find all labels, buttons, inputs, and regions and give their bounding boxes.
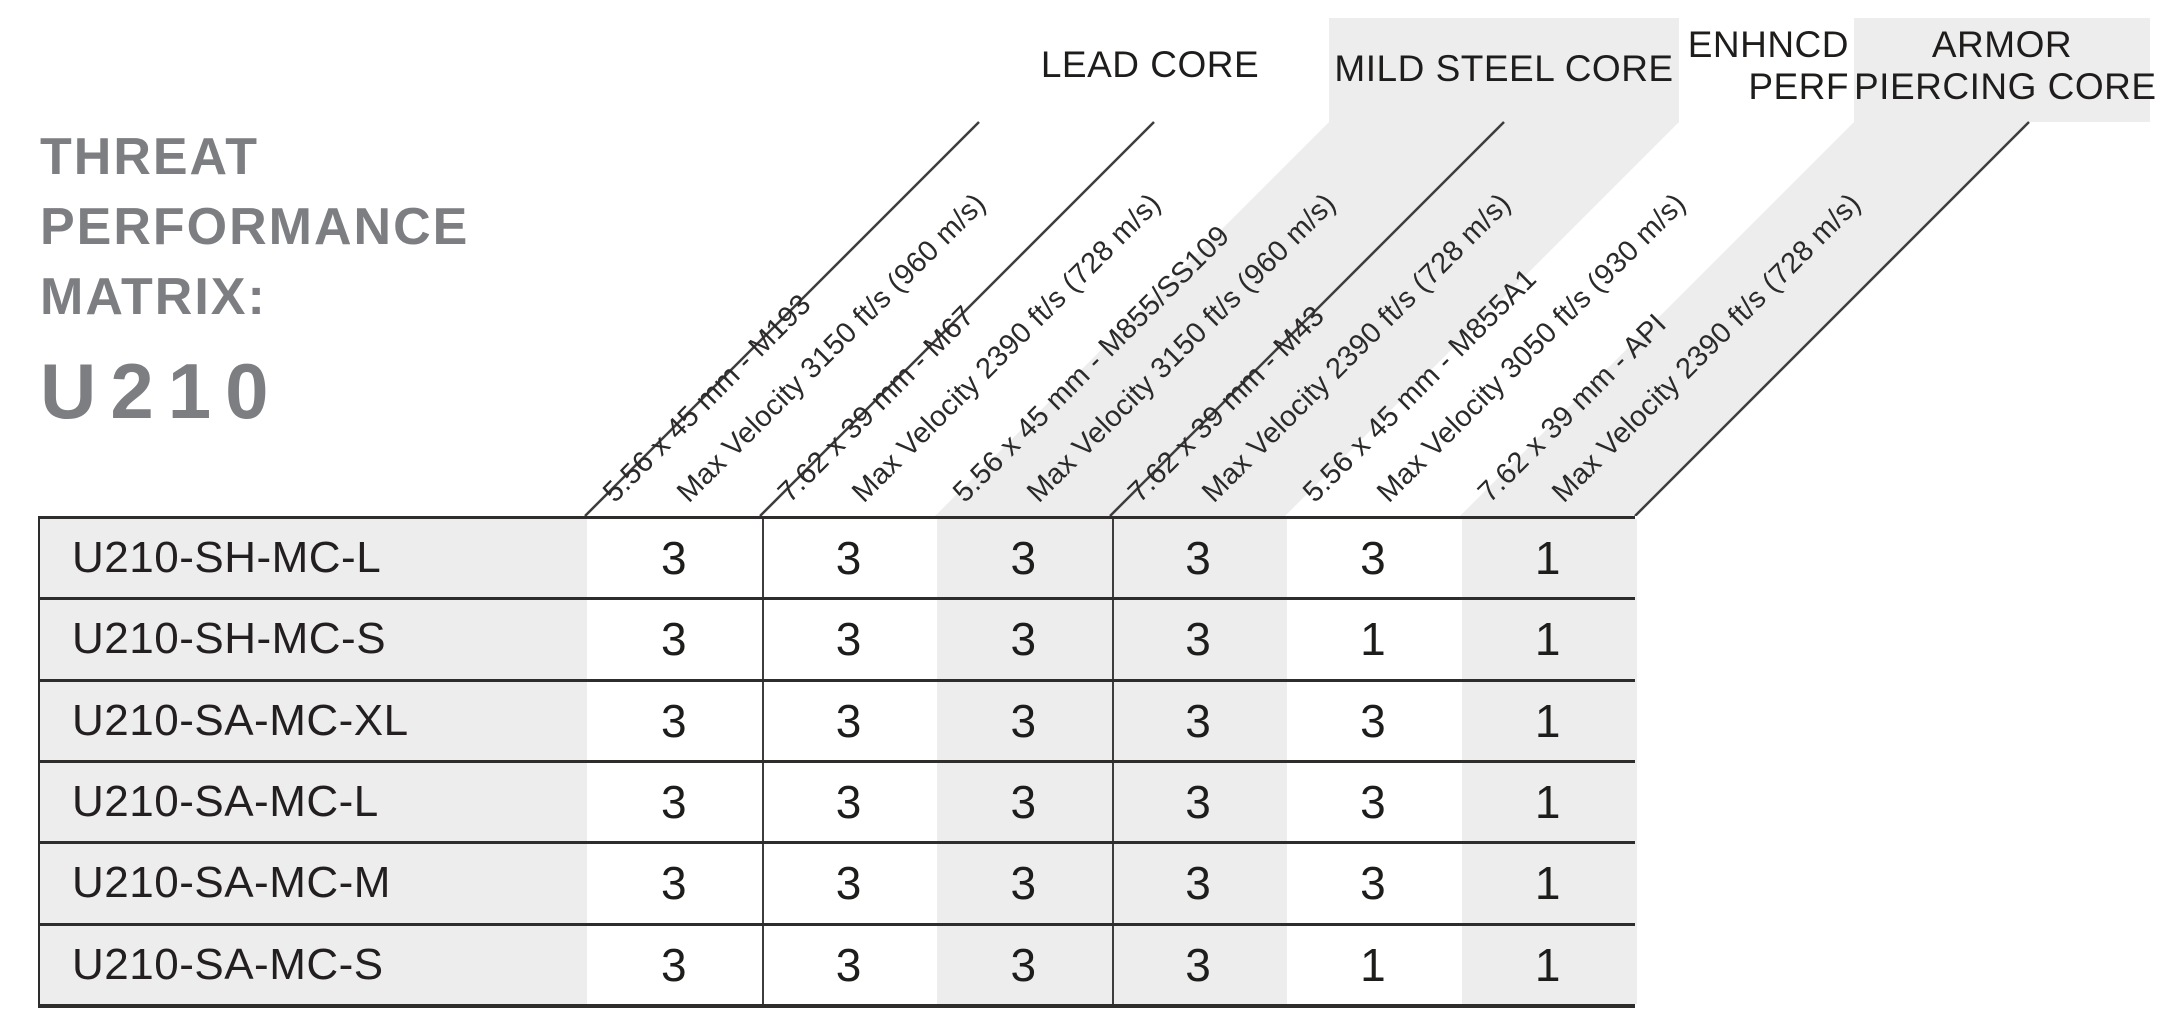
armor-piercing-core-band [1460, 18, 2150, 516]
model-cell: U210-SA-MC-M [72, 858, 391, 908]
rating-cell: 3 [1360, 694, 1386, 747]
rating-cell: 1 [1534, 776, 1561, 829]
rating-cell: 3 [660, 694, 687, 747]
rating-cell: 3 [835, 613, 862, 666]
rating-cell: 3 [1185, 694, 1211, 747]
table-row-3: U210-SA-MC-XL 3 3 3 3 3 1 [40, 682, 1635, 763]
title-line-3: MATRIX: [40, 268, 267, 326]
rating-cell: 3 [1185, 938, 1211, 991]
rating-cell: 3 [1185, 776, 1211, 829]
rating-cell: 3 [835, 938, 862, 991]
rating-cell: 1 [1534, 613, 1561, 666]
header-divider-line-2 [759, 121, 1155, 516]
group-label-armor-piercing-core: ARMOR PIERCING CORE [1854, 24, 2157, 108]
rating-cell: 3 [1010, 694, 1037, 747]
rating-cell: 1 [1360, 938, 1386, 991]
table-row-5: U210-SA-MC-M 3 3 3 3 3 1 [40, 844, 1635, 926]
table-row-4: U210-SA-MC-L 3 3 3 3 3 1 [40, 763, 1635, 845]
rating-cell: 3 [660, 776, 687, 829]
group-label-enhncd-perf-line-2: PERF [1748, 66, 1849, 107]
header-divider-line-4 [1634, 121, 2030, 516]
rating-cell: 3 [1360, 532, 1386, 585]
rating-cell: 1 [1534, 532, 1561, 585]
rating-cell: 3 [660, 532, 687, 585]
title-line-2: PERFORMANCE [40, 198, 470, 256]
rating-cell: 3 [1010, 776, 1037, 829]
model-cell: U210-SH-MC-L [72, 533, 382, 583]
rating-cell: 3 [660, 613, 687, 666]
model-cell: U210-SA-MC-L [72, 777, 379, 827]
rating-cell: 3 [835, 857, 862, 910]
rating-cell: 3 [1185, 613, 1211, 666]
rating-cell: 3 [1360, 776, 1386, 829]
rating-cell: 3 [1010, 938, 1037, 991]
model-cell: U210-SH-MC-S [72, 614, 387, 664]
rating-cell: 3 [660, 938, 687, 991]
rating-cell: 3 [835, 694, 862, 747]
rating-cell: 3 [1185, 857, 1211, 910]
rating-cell: 3 [1010, 857, 1037, 910]
rating-cell: 3 [1010, 532, 1037, 585]
model-cell: U210-SA-MC-XL [72, 695, 409, 745]
group-label-enhncd-perf-line-1: ENHNCD [1687, 24, 1849, 65]
rating-cell: 3 [835, 776, 862, 829]
group-label-lead-core: LEAD CORE [1040, 44, 1260, 85]
group-label-enhncd-perf: ENHNCD PERF [1649, 24, 1849, 108]
rating-cell: 3 [1360, 857, 1386, 910]
rating-cell: 3 [835, 532, 862, 585]
threat-matrix-table: U210-SH-MC-L 3 3 3 3 3 1 U210-SH-MC-S 3 … [38, 516, 1637, 1008]
group-label-armor-piercing-line-1: ARMOR [1931, 24, 2073, 65]
group-label-mild-steel-core: MILD STEEL CORE [1334, 48, 1674, 89]
rating-cell: 3 [1185, 532, 1211, 585]
header-bands-graphic [584, 18, 2150, 516]
rating-cell: 1 [1534, 857, 1561, 910]
header-divider-line-1 [584, 121, 980, 516]
rating-cell: 1 [1534, 938, 1561, 991]
page-title: THREAT PERFORMANCE MATRIX: U210 [40, 122, 469, 437]
group-label-armor-piercing-line-2: PIERCING CORE [1854, 66, 2157, 107]
rating-cell: 3 [660, 857, 687, 910]
rating-cell: 3 [1010, 613, 1037, 666]
model-cell: U210-SA-MC-S [72, 939, 384, 989]
table-row-1: U210-SH-MC-L 3 3 3 3 3 1 [40, 519, 1635, 601]
header-divider-line-3 [1109, 121, 1505, 516]
rating-cell: 1 [1360, 613, 1386, 666]
title-model-number: U210 [40, 347, 283, 435]
rating-cell: 1 [1534, 694, 1561, 747]
mild-steel-core-band [935, 18, 1679, 516]
table-row-2: U210-SH-MC-S 3 3 3 3 1 1 [40, 600, 1635, 682]
title-line-1: THREAT [40, 128, 260, 186]
table-row-6: U210-SA-MC-S 3 3 3 3 1 1 [40, 926, 1635, 1004]
